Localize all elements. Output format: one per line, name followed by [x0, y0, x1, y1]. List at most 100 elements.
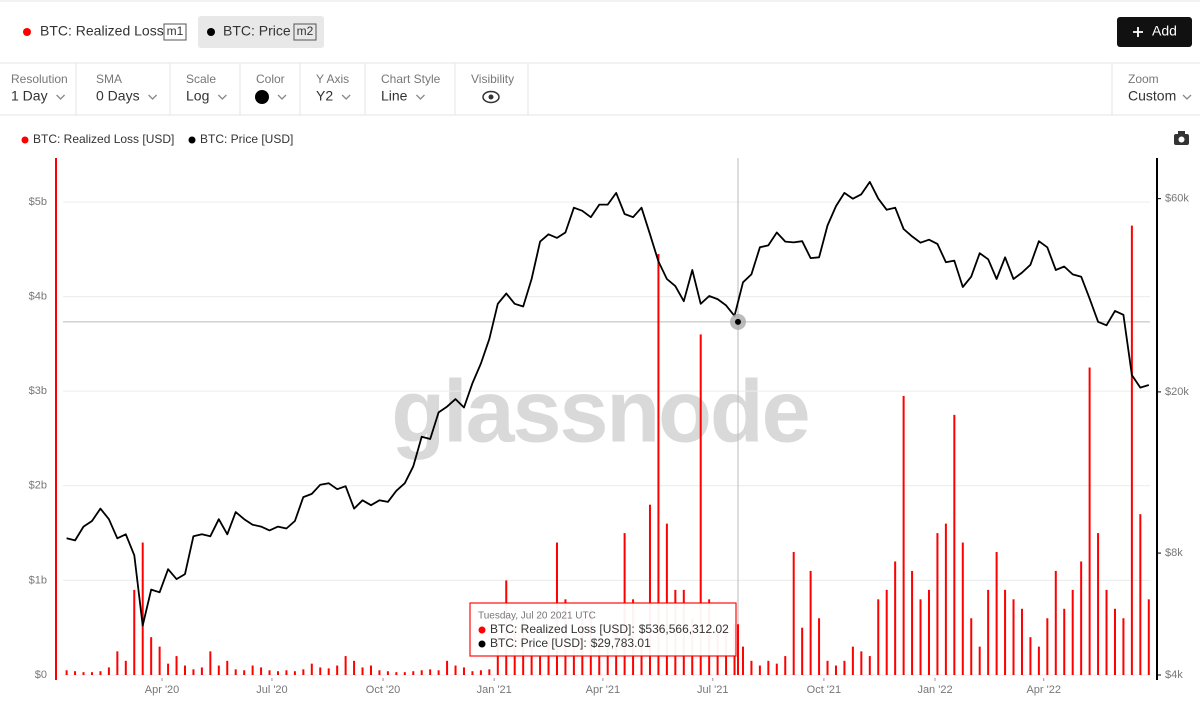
y2-tick-label: $20k: [1165, 386, 1189, 398]
control-value: Custom: [1128, 88, 1176, 104]
bar: [226, 660, 229, 675]
bar: [437, 670, 440, 675]
bar: [285, 670, 288, 675]
y-tick-label: $0: [35, 669, 47, 681]
zoom-control[interactable]: Zoom Custom: [1111, 63, 1192, 115]
x-tick-label: Jan '21: [477, 684, 512, 696]
bar: [885, 589, 888, 675]
y-tick-label: $5b: [29, 196, 47, 208]
bar: [124, 660, 127, 675]
bar: [877, 599, 880, 675]
bar: [395, 672, 398, 675]
bar: [293, 671, 296, 675]
bar: [851, 646, 854, 675]
tooltip-dot: [478, 626, 486, 634]
legend-item[interactable]: BTC: Price [USD]: [188, 132, 294, 146]
bar: [412, 671, 415, 675]
toolbar-control[interactable]: Visibility: [471, 72, 514, 104]
control-label: Color: [256, 72, 285, 86]
bar: [116, 651, 119, 675]
metric-chip[interactable]: BTC: Price m2: [198, 16, 324, 48]
toolbar: Resolution 1 Day SMA 0 Days Scale Log Color Y A…: [11, 63, 529, 115]
bar: [818, 618, 821, 675]
bar: [183, 665, 186, 675]
bar: [302, 669, 305, 675]
bar: [361, 667, 364, 675]
chip-bg: [198, 16, 324, 48]
bar: [657, 254, 660, 676]
bar: [758, 665, 761, 675]
camera-icon[interactable]: [1174, 131, 1189, 145]
chip-tag: m2: [297, 24, 314, 38]
toolbar-control[interactable]: Y Axis Y2: [316, 72, 351, 104]
chip-tag: m1: [167, 24, 184, 38]
chip-tag-box: [293, 23, 317, 41]
bar: [99, 671, 102, 675]
control-value: 0 Days: [96, 88, 140, 104]
bar: [327, 668, 330, 675]
control-value: Log: [186, 88, 209, 104]
control-label: Y Axis: [316, 72, 349, 86]
tooltip-label: BTC: Price [USD]:: [490, 636, 587, 650]
button-label: Add: [1152, 23, 1177, 39]
toolbar-control[interactable]: Chart Style Line: [381, 72, 441, 104]
chip-tag-box: [163, 23, 187, 41]
plus-icon: [1133, 27, 1143, 37]
price-line: [66, 181, 1150, 627]
toolbar-control[interactable]: Color: [255, 72, 287, 104]
x-tick-label: Oct '21: [807, 684, 842, 696]
bar: [860, 651, 863, 675]
toolbar-control[interactable]: SMA 0 Days: [96, 72, 158, 104]
chevron: [56, 94, 66, 100]
bar: [606, 646, 609, 675]
legend-label: BTC: Realized Loss [USD]: [33, 132, 174, 146]
x-tick-label: Oct '20: [366, 684, 401, 696]
bar: [1020, 608, 1023, 675]
bar: [978, 646, 981, 675]
tooltip-label: BTC: Realized Loss [USD]:: [490, 622, 635, 636]
bar: [344, 656, 347, 675]
watermark: glassnode: [391, 361, 808, 460]
toolbar-control[interactable]: Resolution 1 Day: [11, 72, 68, 104]
legend-item[interactable]: BTC: Realized Loss [USD]: [21, 132, 175, 146]
control-label: Zoom: [1128, 72, 1159, 86]
bar: [217, 665, 220, 675]
bar: [1046, 618, 1049, 675]
bar: [894, 561, 897, 675]
bar: [200, 667, 203, 675]
control-value: 1 Day: [11, 88, 48, 104]
control-label: Scale: [186, 72, 216, 86]
bar: [471, 671, 474, 675]
x-tick-label: Apr '22: [1026, 684, 1061, 696]
bar: [801, 627, 804, 675]
bar: [403, 672, 406, 675]
legend-label: BTC: Price [USD]: [200, 132, 293, 146]
bar: [911, 570, 914, 675]
tooltip-value: $29,783.01: [591, 636, 651, 650]
bar: [1063, 608, 1066, 675]
control-label: SMA: [96, 72, 122, 86]
bar: [530, 646, 533, 675]
bar: [902, 395, 905, 675]
bar: [970, 618, 973, 675]
bar: [369, 665, 372, 675]
control-value: Y2: [316, 88, 333, 104]
camera-top: [1178, 131, 1185, 135]
hover-point: [735, 318, 741, 325]
bar: [936, 533, 939, 675]
bar: [784, 656, 787, 675]
metric-chip[interactable]: BTC: Realized Loss m1: [14, 16, 192, 48]
toolbar-control[interactable]: Scale Log: [186, 72, 227, 104]
bar: [648, 504, 651, 675]
bar: [775, 663, 778, 675]
bar: [90, 672, 93, 675]
bar: [1105, 589, 1108, 675]
bar: [1054, 570, 1057, 675]
control-label: Visibility: [471, 72, 514, 86]
add-button[interactable]: Add: [1117, 17, 1192, 47]
bar: [192, 669, 195, 675]
bar: [488, 669, 491, 675]
